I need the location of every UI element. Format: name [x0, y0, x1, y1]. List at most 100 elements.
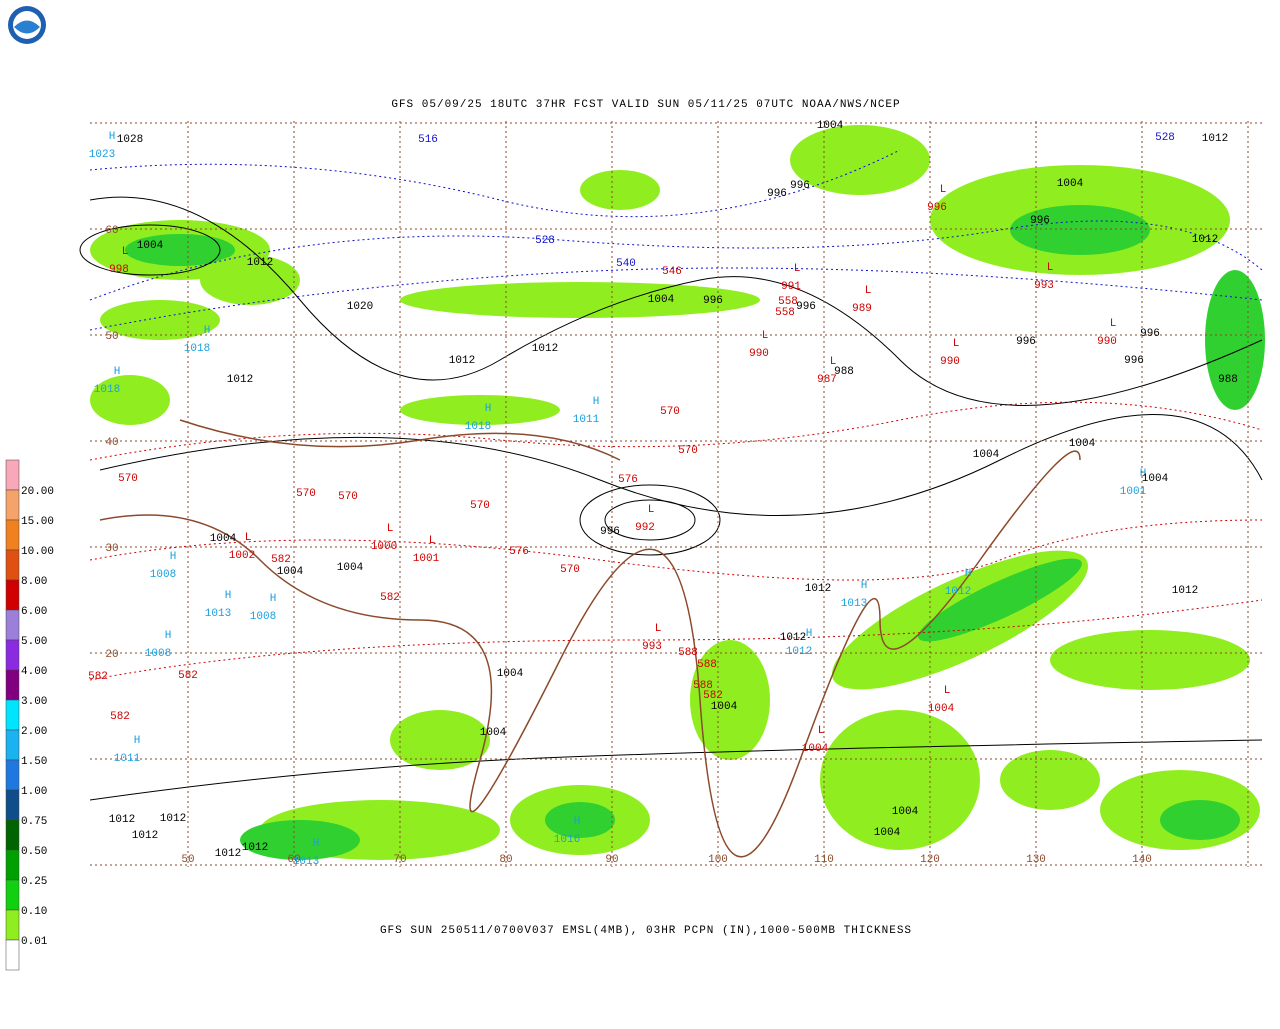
isobar-label: 1004 [711, 701, 738, 713]
thickness-label: 570 [338, 491, 358, 503]
low-symbol: L [865, 285, 872, 297]
high-value: 1018 [184, 343, 210, 355]
isobar-label: 1004 [497, 668, 524, 680]
thickness-label: 582 [271, 554, 291, 566]
thickness-label: 576 [618, 474, 638, 486]
low-symbol: L [830, 356, 837, 368]
low-value: 991 [781, 281, 801, 293]
low-value: 1004 [802, 743, 829, 755]
legend-swatch [5, 459, 20, 491]
low-value: 1001 [413, 553, 440, 565]
high-value: 1016 [554, 834, 580, 846]
isobar-label: 1012 [449, 355, 475, 367]
isobar-label: 1012 [1172, 585, 1198, 597]
high-symbol: H [170, 551, 177, 563]
map-caption: GFS SUN 250511/0700V037 EMSL(4MB), 03HR … [380, 925, 912, 937]
low-symbol: L [1110, 318, 1117, 330]
longitude-label: 110 [814, 854, 834, 866]
thickness-label: 558 [778, 296, 798, 308]
thickness-label: 570 [118, 473, 138, 485]
isobar-label: 1012 [532, 343, 558, 355]
isobar-label: 1004 [277, 566, 304, 578]
isobar-label: 1004 [337, 562, 364, 574]
low-value: 993 [642, 641, 662, 653]
thickness-label: 588 [693, 680, 713, 692]
isobar-label: 1012 [805, 583, 831, 595]
thickness-label: 546 [662, 266, 682, 278]
high-symbol: H [225, 590, 232, 602]
isobar-label: 1004 [973, 449, 1000, 461]
low-symbol: L [940, 184, 947, 196]
high-value: 1013 [205, 608, 231, 620]
low-symbol: L [655, 623, 662, 635]
thickness-label: 588 [697, 659, 717, 671]
isobar-label: 1012 [780, 632, 806, 644]
low-value: 990 [940, 356, 960, 368]
legend-label: 0.01 [21, 936, 48, 948]
isobar-label: 1012 [242, 842, 268, 854]
thickness-label: 570 [470, 500, 490, 512]
isobar-label: 996 [1140, 328, 1160, 340]
map-title: GFS 05/09/25 18UTC 37HR FCST VALID SUN 0… [391, 99, 900, 111]
legend-label: 15.00 [21, 516, 54, 528]
longitude-label: 120 [920, 854, 940, 866]
high-value: 1013 [841, 598, 867, 610]
isobar-label: 988 [834, 366, 854, 378]
high-value: 1018 [94, 384, 120, 396]
legend-swatch [5, 579, 20, 611]
isobar-label: 1012 [1202, 133, 1228, 145]
precip-legend: 20.00 15.00 10.00 8.00 6.00 5.00 4.00 3.00 2.00 1… [5, 459, 54, 971]
high-symbol: H [114, 366, 121, 378]
low-symbol: L [953, 338, 960, 350]
isobar-label: 1004 [480, 727, 507, 739]
high-value: 1018 [465, 421, 491, 433]
low-value: 1004 [928, 703, 955, 715]
high-value: 1012 [945, 586, 971, 598]
thickness-label: 570 [678, 445, 698, 457]
isobar-label: 996 [1124, 355, 1144, 367]
high-value: 1001 [1120, 486, 1147, 498]
precipitation-areas [90, 125, 1265, 860]
high-symbol: H [1140, 468, 1147, 480]
isobar-label: 996 [600, 526, 620, 538]
legend-label: 5.00 [21, 636, 47, 648]
low-symbol: L [648, 504, 655, 516]
high-symbol: H [313, 838, 320, 850]
legend-label: 0.50 [21, 846, 47, 858]
isobar-label: 1004 [1057, 178, 1084, 190]
legend-label: 1.50 [21, 756, 47, 768]
isobar-label: 1028 [117, 134, 143, 146]
legend-label: 4.00 [21, 666, 47, 678]
legend-swatch [5, 759, 20, 791]
low-symbol: L [794, 263, 801, 275]
high-value: 1011 [114, 753, 141, 765]
longitude-label: 70 [393, 854, 406, 866]
legend-label: 0.25 [21, 876, 47, 888]
high-value: 1013 [293, 856, 319, 868]
isobar-label: 1004 [892, 806, 919, 818]
low-value: 990 [749, 348, 769, 360]
isobar-label: 996 [1016, 336, 1036, 348]
high-symbol: H [574, 816, 581, 828]
isobar-label: 1004 [210, 533, 237, 545]
thickness-label: 582 [110, 711, 130, 723]
high-symbol: H [204, 325, 211, 337]
high-symbol: H [861, 580, 868, 592]
low-value: 1000 [371, 541, 397, 553]
isobar-label: 996 [767, 188, 787, 200]
latitude-label: 20 [105, 649, 118, 661]
legend-label: 3.00 [21, 696, 47, 708]
thickness-label: 528 [535, 235, 555, 247]
thickness-label: 528 [1155, 132, 1175, 144]
high-symbol: H [165, 630, 172, 642]
high-value: 1011 [573, 414, 600, 426]
contours [79, 149, 1263, 858]
legend-label: 0.75 [21, 816, 47, 828]
low-value: 992 [635, 522, 655, 534]
isobar-label: 996 [790, 180, 810, 192]
isobar-label: 1004 [1069, 438, 1096, 450]
longitude-label: 90 [605, 854, 618, 866]
legend-swatch [5, 849, 20, 881]
